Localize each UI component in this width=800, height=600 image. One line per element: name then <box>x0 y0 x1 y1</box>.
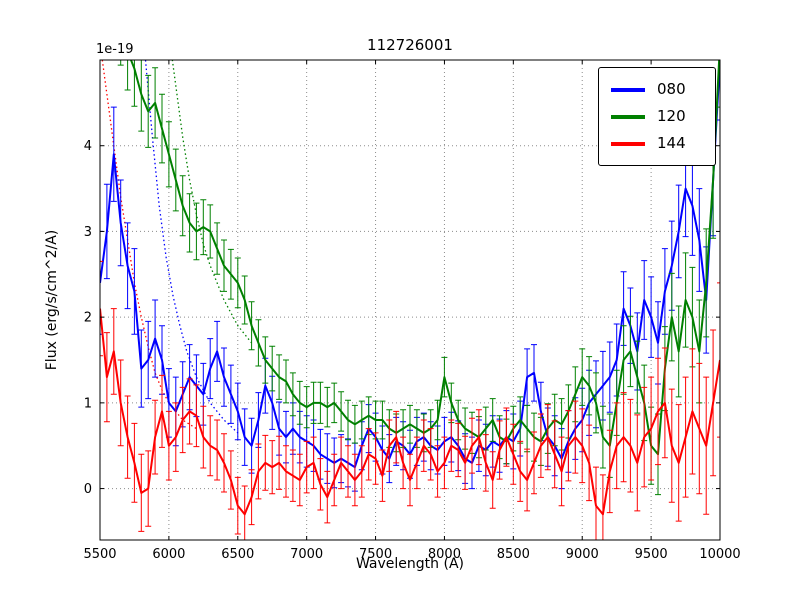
data-series-layer <box>100 60 720 540</box>
legend-label: 120 <box>657 107 686 125</box>
dotted-line-120-dotted <box>171 60 253 344</box>
y-axis-offset-text: 1e-19 <box>96 42 134 57</box>
x-tick-label: 7000 <box>290 547 323 562</box>
x-tick-label: 8500 <box>497 547 530 562</box>
legend-entry-080: 080 <box>599 76 715 103</box>
y-tick-label: 0 <box>84 482 92 497</box>
x-tick-label: 9000 <box>566 547 599 562</box>
legend: 080 120 144 <box>598 67 716 166</box>
series-line-144 <box>100 308 720 516</box>
legend-label: 144 <box>657 134 686 152</box>
chart-title: 112726001 <box>367 36 453 54</box>
x-tick-label: 6000 <box>152 547 185 562</box>
legend-label: 080 <box>657 80 686 98</box>
y-tick-label: 2 <box>84 311 92 326</box>
axes-layer: 5500 6000 6500 7000 7500 8000 8500 9000 9500 1000… <box>83 59 741 562</box>
y-tick-label: 1 <box>84 396 92 411</box>
legend-entry-144: 144 <box>599 130 715 157</box>
plot-border <box>99 59 721 541</box>
x-tick-label: 5500 <box>83 547 116 562</box>
y-axis-label: Flux (erg/s/cm^2/A) <box>44 229 60 371</box>
x-tick-label: 6500 <box>221 547 254 562</box>
x-tick-label: 10000 <box>699 547 740 562</box>
x-tick-label: 7500 <box>359 547 392 562</box>
x-tick-label: 8000 <box>428 547 461 562</box>
y-tick-label: 3 <box>84 225 92 240</box>
legend-line-sample <box>611 141 645 146</box>
dotted-line-080-dotted <box>144 60 239 434</box>
legend-line-sample <box>611 87 645 92</box>
x-axis-label: Wavelength (A) <box>355 556 464 572</box>
legend-entry-120: 120 <box>599 103 715 130</box>
y-tick-label: 4 <box>84 139 92 154</box>
legend-line-sample <box>611 114 645 119</box>
x-tick-label: 9500 <box>635 547 668 562</box>
